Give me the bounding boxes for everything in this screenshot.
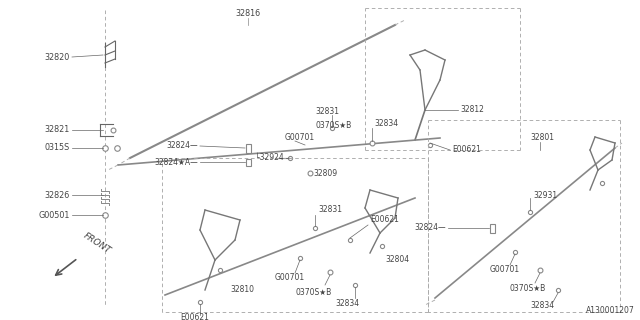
Text: 32826: 32826 (45, 190, 70, 199)
Text: FRONT: FRONT (82, 231, 113, 255)
Text: 0370S★B: 0370S★B (315, 121, 351, 130)
Text: 0315S: 0315S (45, 143, 70, 153)
Text: G00701: G00701 (490, 266, 520, 275)
Bar (246, 158, 250, 165)
Text: 32821: 32821 (45, 125, 70, 134)
Text: 32831: 32831 (318, 205, 342, 214)
Text: G00701: G00701 (285, 133, 315, 142)
Text: 32816: 32816 (236, 10, 260, 19)
Text: 32824—: 32824— (166, 141, 198, 150)
Text: 32824—: 32824— (414, 223, 446, 233)
Text: 32804: 32804 (385, 255, 409, 265)
Text: 0370S★B: 0370S★B (510, 284, 547, 292)
Text: G00701: G00701 (275, 274, 305, 283)
Text: 32801: 32801 (530, 133, 554, 142)
Text: 32831: 32831 (315, 108, 339, 116)
Text: A130001207: A130001207 (586, 306, 635, 315)
Text: E00621: E00621 (180, 314, 209, 320)
Text: 32824★A—: 32824★A— (154, 157, 198, 166)
Text: G00501: G00501 (38, 211, 70, 220)
Text: └32924: └32924 (255, 154, 284, 163)
Text: 32834: 32834 (335, 300, 359, 308)
Text: 32834: 32834 (374, 119, 398, 129)
Text: E00621: E00621 (452, 146, 481, 155)
Text: 0370S★B: 0370S★B (295, 287, 332, 297)
Text: 32820: 32820 (45, 52, 70, 61)
Text: E00621: E00621 (370, 215, 399, 225)
Text: 32812: 32812 (460, 106, 484, 115)
Bar (490, 223, 495, 233)
Text: 32834: 32834 (530, 301, 554, 310)
Text: 32810: 32810 (230, 285, 254, 294)
Text: 32931: 32931 (533, 190, 557, 199)
Bar (246, 143, 250, 153)
Text: 32809: 32809 (313, 169, 337, 178)
